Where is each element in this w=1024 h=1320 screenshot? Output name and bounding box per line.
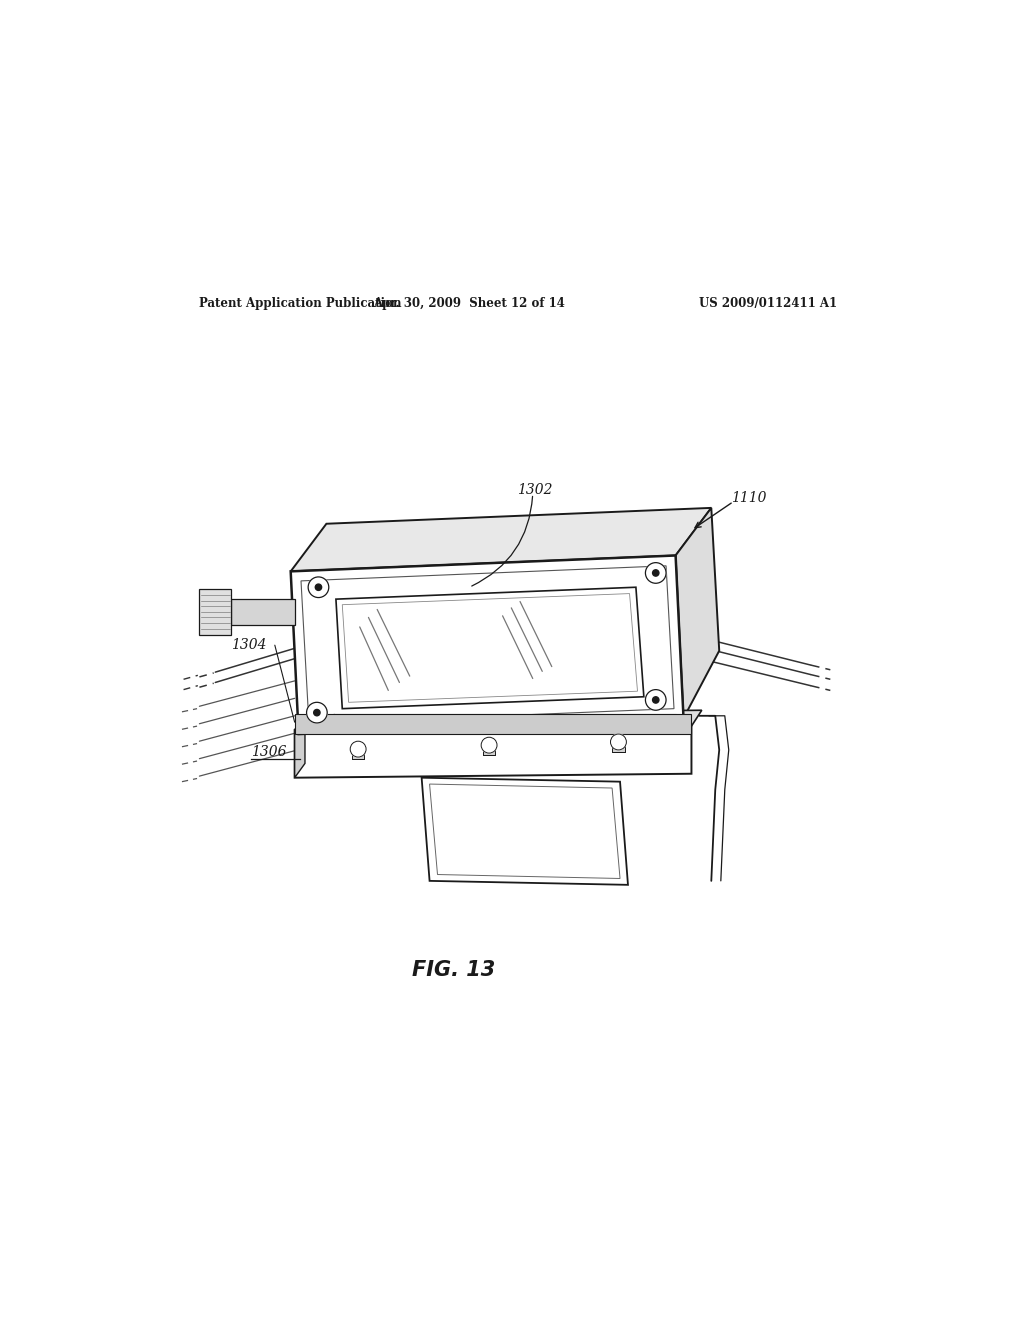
Polygon shape xyxy=(295,726,691,777)
Circle shape xyxy=(652,570,658,576)
Circle shape xyxy=(350,742,367,758)
Polygon shape xyxy=(336,587,644,709)
Circle shape xyxy=(315,583,322,590)
Circle shape xyxy=(645,689,666,710)
Polygon shape xyxy=(231,599,295,624)
Polygon shape xyxy=(352,750,365,759)
Polygon shape xyxy=(291,556,684,734)
Text: Apr. 30, 2009  Sheet 12 of 14: Apr. 30, 2009 Sheet 12 of 14 xyxy=(374,297,565,310)
Circle shape xyxy=(313,709,321,715)
Circle shape xyxy=(652,697,658,704)
Text: 1110: 1110 xyxy=(731,491,767,506)
Text: FIG. 13: FIG. 13 xyxy=(412,960,495,979)
Text: Patent Application Publication: Patent Application Publication xyxy=(200,297,402,310)
Polygon shape xyxy=(295,714,691,734)
Circle shape xyxy=(308,577,329,598)
Polygon shape xyxy=(482,746,496,755)
Circle shape xyxy=(645,562,666,583)
Polygon shape xyxy=(612,742,625,751)
Polygon shape xyxy=(295,714,305,777)
Circle shape xyxy=(610,734,627,750)
Circle shape xyxy=(306,702,328,723)
Polygon shape xyxy=(291,508,712,572)
Polygon shape xyxy=(422,777,628,884)
Polygon shape xyxy=(676,508,719,718)
Text: 1306: 1306 xyxy=(251,746,287,759)
Text: US 2009/0112411 A1: US 2009/0112411 A1 xyxy=(699,297,838,310)
Polygon shape xyxy=(295,710,701,730)
Text: 1304: 1304 xyxy=(231,638,266,652)
Polygon shape xyxy=(342,594,638,702)
Text: 1302: 1302 xyxy=(517,483,552,496)
Circle shape xyxy=(481,738,497,754)
Polygon shape xyxy=(200,589,231,635)
